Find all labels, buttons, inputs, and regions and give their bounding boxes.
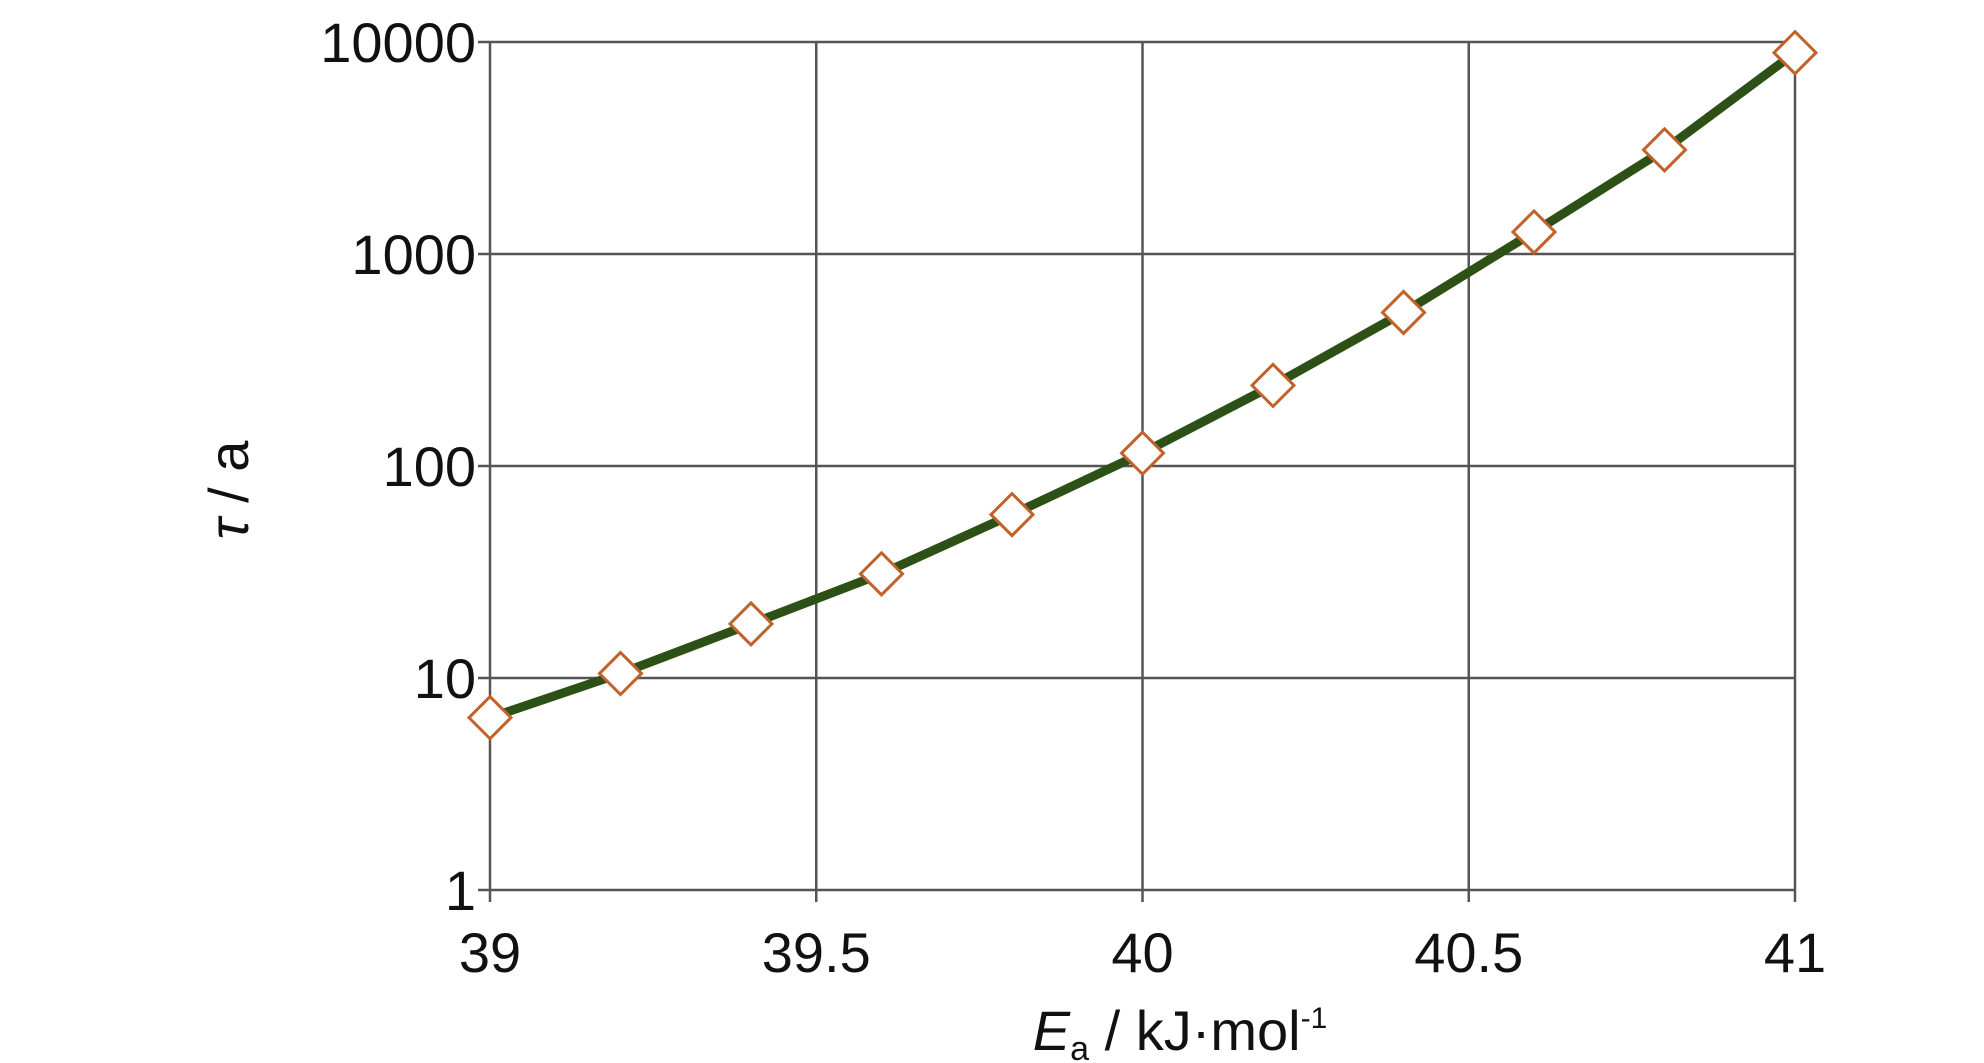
- x-tick-label: 40.5: [1414, 921, 1523, 984]
- y-tick-label: 100: [383, 435, 476, 498]
- x-axis-label-unit: / kJ·mol: [1089, 999, 1301, 1062]
- x-axis-label-symbol: E: [1033, 999, 1071, 1062]
- data-point-marker: [466, 694, 514, 741]
- x-axis-label-superscript: -1: [1301, 1002, 1328, 1035]
- y-axis-label-unit: / a: [197, 440, 260, 519]
- x-tick-labels: 39 39.5 40 40.5 41: [459, 921, 1826, 984]
- x-axis-label-subscript: a: [1070, 1030, 1089, 1063]
- data-point-marker: [988, 491, 1036, 538]
- data-point-marker: [858, 550, 905, 597]
- data-point-marker: [1249, 362, 1297, 409]
- y-tick-labels: 1 10 100 1000 10000: [320, 11, 476, 922]
- y-tick-label: 10000: [320, 11, 476, 74]
- y-tick-label: 1000: [351, 223, 476, 286]
- data-markers: [466, 29, 1819, 741]
- x-tick-label: 39.5: [762, 921, 871, 984]
- grid: [478, 40, 1797, 902]
- y-tick-label: 10: [414, 647, 476, 710]
- y-axis-label-symbol: τ: [197, 515, 260, 539]
- data-point-marker: [1119, 430, 1166, 477]
- data-point-marker: [1380, 289, 1427, 336]
- data-point-marker: [1641, 126, 1688, 173]
- y-tick-label: 1: [445, 859, 476, 922]
- y-axis-label: τ / a: [197, 440, 260, 540]
- x-axis-label: Ea / kJ·mol-1: [1033, 999, 1328, 1063]
- data-point-marker: [1510, 208, 1558, 256]
- data-point-marker: [597, 650, 644, 697]
- x-tick-label: 41: [1764, 921, 1826, 984]
- x-tick-label: 39: [459, 921, 521, 984]
- x-tick-label: 40: [1111, 921, 1173, 984]
- data-point-marker: [1771, 29, 1819, 76]
- data-point-marker: [727, 600, 775, 648]
